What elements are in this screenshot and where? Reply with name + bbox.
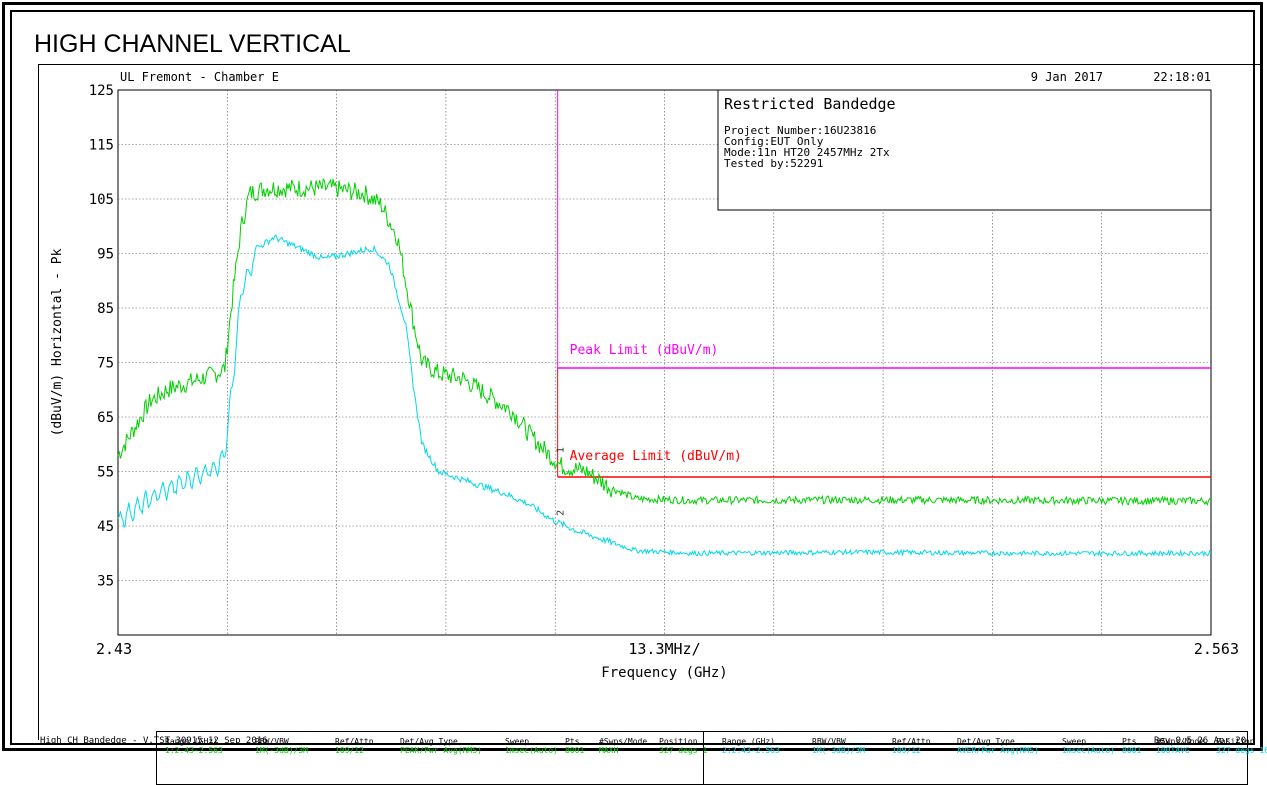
info-box-line: Mode:11n HT20 2457MHz 2Tx bbox=[724, 146, 890, 159]
outer-frame bbox=[2, 2, 1263, 751]
y-tick-label: 115 bbox=[89, 138, 114, 154]
footer-revision: Rev 9.5 26 Apr 20 bbox=[1154, 736, 1247, 746]
y-tick-label: 125 bbox=[89, 83, 114, 99]
y-tick-label: 55 bbox=[97, 465, 114, 481]
average-trace bbox=[117, 234, 1212, 558]
settings-header: Pts bbox=[1122, 737, 1137, 746]
settings-header: Sweep bbox=[1062, 737, 1087, 746]
settings-value: 1msec(Auto) bbox=[1062, 746, 1115, 755]
trace-marker-1: 1 bbox=[556, 447, 567, 453]
info-box-heading: Restricted Bandedge bbox=[724, 95, 896, 113]
x-tick-label-center: 13.3MHz/ bbox=[628, 640, 700, 658]
settings-value: 100TAVG bbox=[1156, 746, 1190, 755]
settings-value: 1:2.43-2.563 bbox=[165, 746, 223, 755]
report-title: HIGH CHANNEL VERTICAL bbox=[34, 30, 351, 58]
trace-marker-2: 2 bbox=[556, 510, 567, 516]
average-limit-label: Average Limit (dBuV/m) bbox=[570, 449, 742, 464]
lab-name: UL Fremont - Chamber E bbox=[120, 70, 279, 84]
settings-value: 8001 bbox=[1122, 746, 1142, 755]
settings-header: Range (GHz) bbox=[722, 737, 775, 746]
y-tick-label: 45 bbox=[97, 519, 114, 535]
settings-header: #Swps/Mode bbox=[1156, 737, 1205, 746]
settings-value: 1msec(Auto) bbox=[505, 746, 558, 755]
analyzer-panel: 125 115 105 95 85 75 65 55 45 35 2.43 13.3MHz/2.563… bbox=[38, 64, 1267, 785]
y-tick-label: 75 bbox=[97, 356, 114, 372]
settings-value: 1M(-3dB)/3M bbox=[255, 746, 308, 755]
settings-header: #Swps/Mode bbox=[599, 737, 648, 746]
settings-header: Ref/Attn bbox=[892, 737, 931, 746]
footer-test-file: High CH Bandedge - V.TST 30915 12 Sep 20… bbox=[40, 736, 268, 746]
info-box-line: Config:EUT Only bbox=[724, 135, 824, 148]
test-date: 9 Jan 2017 bbox=[1031, 70, 1103, 84]
info-box-line: Project Number:16U23816 bbox=[724, 124, 876, 137]
x-axis-label: Frequency (GHz) bbox=[601, 665, 727, 681]
peak-trace bbox=[117, 178, 1212, 507]
settings-value: 109/12 bbox=[335, 746, 364, 755]
peak-limit-label: Peak Limit (dBuV/m) bbox=[570, 343, 719, 358]
settings-header: Det/Avg Type bbox=[957, 737, 1015, 746]
y-tick-label: 85 bbox=[97, 301, 114, 317]
y-tick-label: 65 bbox=[97, 410, 114, 426]
settings-header: Sweep bbox=[505, 737, 530, 746]
y-tick-label: 95 bbox=[97, 247, 114, 263]
spectrum-chart: 125 115 105 95 85 75 65 55 45 35 2.43 13.3MHz/2.563… bbox=[50, 70, 1239, 681]
settings-header: Range (GHz) bbox=[165, 737, 218, 746]
x-tick-label-left: 2.43 bbox=[96, 640, 132, 658]
settings-header: Position bbox=[659, 737, 698, 746]
settings-value: 2:2.43-2.563 bbox=[722, 746, 780, 755]
settings-value: 109/12 bbox=[892, 746, 921, 755]
settings-divider bbox=[703, 732, 704, 784]
x-tick-label-right: 2.563 bbox=[1194, 640, 1239, 658]
info-box bbox=[717, 89, 1212, 211]
settings-value: 327 degs 166 bbox=[1216, 746, 1267, 755]
settings-header: RBW/VBW bbox=[812, 737, 846, 746]
settings-table: Range (GHz) RBW/VBW Ref/Attn Det/Avg Type Sw… bbox=[156, 731, 1267, 785]
settings-value: 8001 bbox=[565, 746, 585, 755]
settings-value: AVER/Pwr Avg(RMS) bbox=[957, 746, 1039, 755]
settings-value: MAXH bbox=[599, 746, 619, 755]
y-axis-label: (dBuV/m) Horizontal - Pk bbox=[50, 248, 65, 436]
y-tick-label: 35 bbox=[97, 574, 114, 590]
settings-header: Pts bbox=[565, 737, 580, 746]
info-box-line: Tested by:52291 bbox=[724, 157, 823, 170]
test-time: 22:18:01 bbox=[1153, 70, 1211, 84]
settings-value: 327 degs 1 bbox=[659, 746, 708, 755]
settings-header: Position bbox=[1216, 737, 1255, 746]
settings-header: RBW/VBW bbox=[255, 737, 289, 746]
inner-frame bbox=[10, 10, 1255, 745]
y-tick-label: 105 bbox=[89, 192, 114, 208]
settings-header: Ref/Attn bbox=[335, 737, 374, 746]
settings-header: Det/Avg Type bbox=[400, 737, 458, 746]
settings-value: 1M(-3dB)/3M bbox=[812, 746, 865, 755]
settings-value: PEAK/Pwr Avg(RMS) bbox=[400, 746, 482, 755]
